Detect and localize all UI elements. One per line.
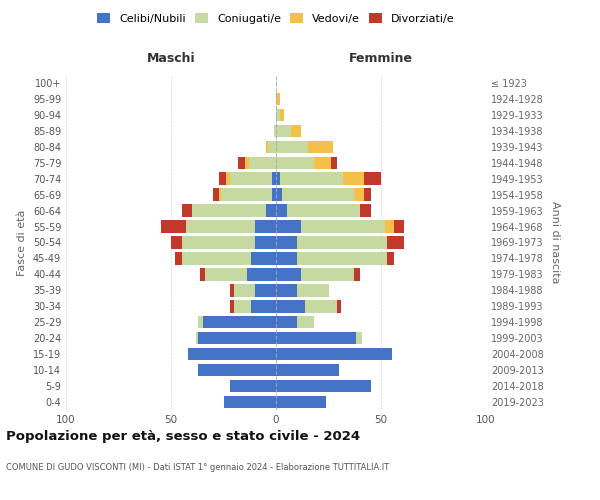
Bar [182,252,251,264]
Bar [171,236,182,248]
Bar [245,156,249,169]
Bar [200,268,205,280]
Bar [276,332,356,344]
Bar [276,316,297,328]
Bar [220,172,226,185]
Bar [290,124,301,137]
Bar [255,284,276,296]
Bar [276,204,287,217]
Bar [276,348,392,360]
Bar [301,268,354,280]
Bar [276,172,280,185]
Bar [186,220,255,233]
Bar [205,268,247,280]
Bar [188,348,276,360]
Bar [251,252,276,264]
Bar [276,92,280,105]
Bar [223,396,276,408]
Bar [337,300,341,312]
Bar [297,316,314,328]
Bar [331,156,337,169]
Bar [198,332,276,344]
Bar [276,156,314,169]
Bar [198,364,276,376]
Bar [203,316,276,328]
Bar [297,236,388,248]
Bar [238,156,245,169]
Bar [314,156,331,169]
Text: COMUNE DI GUDO VISCONTI (MI) - Dati ISTAT 1° gennaio 2024 - Elaborazione TUTTITA: COMUNE DI GUDO VISCONTI (MI) - Dati ISTA… [6,462,389,471]
Bar [182,236,255,248]
Bar [287,204,360,217]
Bar [230,172,272,185]
Bar [182,204,192,217]
Bar [255,236,276,248]
Y-axis label: Fasce di età: Fasce di età [17,210,27,276]
Bar [234,300,251,312]
Bar [234,284,255,296]
Bar [175,252,182,264]
Bar [354,268,360,280]
Bar [356,332,362,344]
Bar [230,284,234,296]
Bar [276,284,297,296]
Bar [297,284,329,296]
Bar [196,332,198,344]
Bar [272,172,276,185]
Bar [394,220,404,233]
Bar [276,236,297,248]
Bar [364,172,381,185]
Bar [385,220,394,233]
Bar [265,140,268,153]
Bar [354,188,364,201]
Legend: Celibi/Nubili, Coniugati/e, Vedovi/e, Divorziati/e: Celibi/Nubili, Coniugati/e, Vedovi/e, Di… [95,10,457,26]
Bar [221,188,272,201]
Bar [388,236,404,248]
Bar [305,300,337,312]
Bar [280,108,284,121]
Bar [276,108,280,121]
Bar [274,124,276,137]
Bar [276,380,371,392]
Bar [247,268,276,280]
Bar [276,300,305,312]
Bar [226,172,230,185]
Bar [249,156,276,169]
Bar [272,188,276,201]
Bar [276,364,339,376]
Bar [192,204,265,217]
Text: Femmine: Femmine [349,52,413,66]
Bar [251,300,276,312]
Bar [297,252,388,264]
Bar [276,268,301,280]
Bar [265,204,276,217]
Bar [213,188,220,201]
Bar [343,172,364,185]
Bar [276,252,297,264]
Bar [161,220,186,233]
Bar [230,300,234,312]
Bar [276,124,290,137]
Bar [276,396,326,408]
Y-axis label: Anni di nascita: Anni di nascita [550,201,560,284]
Bar [360,204,371,217]
Bar [308,140,332,153]
Bar [220,188,221,201]
Bar [276,140,308,153]
Bar [283,188,354,201]
Bar [364,188,371,201]
Bar [276,188,283,201]
Bar [230,380,276,392]
Text: Popolazione per età, sesso e stato civile - 2024: Popolazione per età, sesso e stato civil… [6,430,360,443]
Bar [388,252,394,264]
Bar [198,316,203,328]
Bar [255,220,276,233]
Text: Maschi: Maschi [146,52,196,66]
Bar [268,140,276,153]
Bar [301,220,385,233]
Bar [276,220,301,233]
Bar [280,172,343,185]
